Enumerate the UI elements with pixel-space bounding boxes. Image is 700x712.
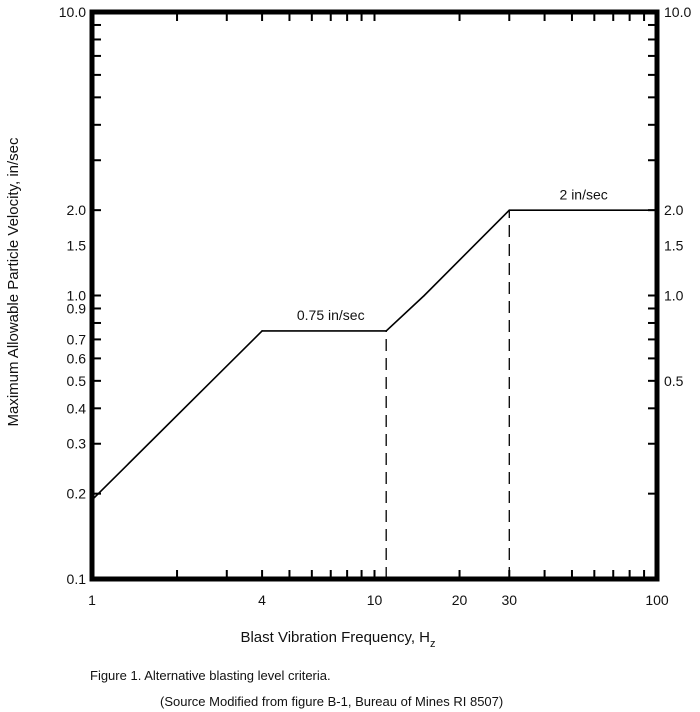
plot-frame	[89, 9, 660, 582]
line-annotation: 2 in/sec	[560, 187, 608, 203]
y-tick-label-left: 0.3	[67, 436, 87, 452]
series-vertex	[508, 209, 511, 211]
y-tick-label-right: 0.5	[664, 373, 684, 389]
y-tick-label-left: 10.0	[59, 4, 86, 20]
figure-caption: Figure 1. Alternative blasting level cri…	[90, 668, 331, 683]
series-layer	[91, 209, 658, 501]
y-tick-label-left: 0.9	[67, 300, 87, 316]
y-axis-title: Maximum Allowable Particle Velocity, in/…	[5, 137, 22, 426]
tick-labels: 10.02.01.51.00.90.70.60.50.40.30.20.110.…	[59, 4, 692, 608]
y-tick-label-left: 0.7	[67, 331, 87, 347]
series-vertex	[385, 330, 387, 332]
y-tick-label-left: 0.2	[67, 486, 87, 502]
x-tick-label: 4	[258, 592, 266, 608]
y-tick-label-left: 0.4	[67, 400, 87, 416]
annotations: 0.75 in/sec 2 in/sec	[297, 187, 608, 323]
y-tick-label-right: 2.0	[664, 202, 684, 218]
series-vertex	[423, 294, 426, 297]
x-tick-label: 10	[367, 592, 383, 608]
line-annotation: 0.75 in/sec	[297, 307, 365, 323]
y-tick-label-right: 1.5	[664, 238, 684, 254]
y-tick-label-left: 2.0	[67, 202, 87, 218]
y-tick-label-right: 1.0	[664, 288, 684, 304]
x-axis-title: Blast Vibration Frequency, Hz	[240, 629, 435, 650]
y-tick-label-right: 10.0	[664, 4, 691, 20]
series-vertex	[261, 330, 263, 332]
y-tick-label-left: 1.0	[67, 288, 87, 304]
x-tick-label: 30	[501, 592, 517, 608]
x-axis-title-subscript: z	[430, 638, 436, 650]
y-tick-label-left: 1.5	[67, 238, 87, 254]
dashed-guides	[385, 210, 510, 579]
figure-source: (Source Modified from figure B-1, Bureau…	[160, 694, 504, 709]
series-line	[91, 209, 657, 501]
tick-marks	[91, 11, 658, 580]
y-tick-label-left: 0.6	[67, 350, 87, 366]
y-tick-label-left: 0.1	[67, 571, 87, 587]
x-tick-label: 20	[452, 592, 468, 608]
y-tick-label-left: 0.5	[67, 373, 87, 389]
x-tick-label: 100	[645, 592, 669, 608]
x-tick-label: 1	[88, 592, 96, 608]
